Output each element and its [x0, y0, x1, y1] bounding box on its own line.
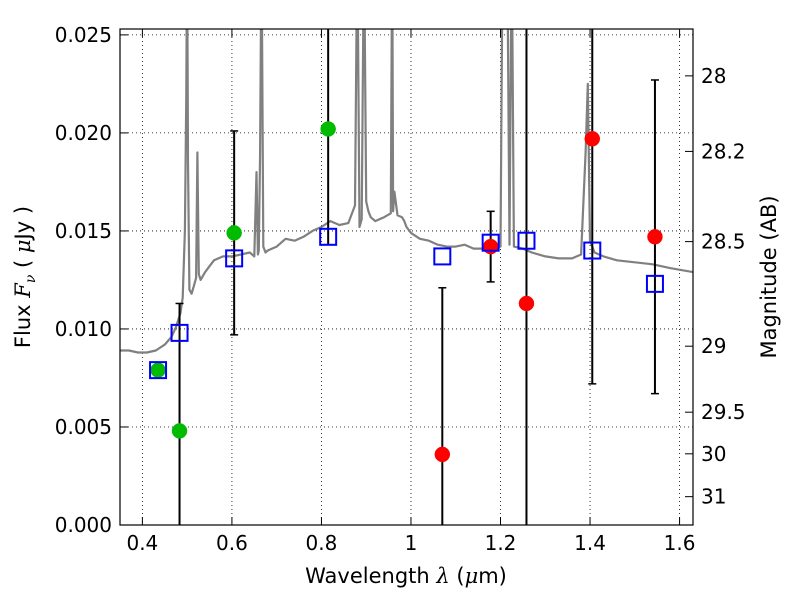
y2-tick-label: 29.5	[701, 400, 746, 424]
y2-tick-label: 28.5	[701, 230, 746, 254]
x-tick-label: 0.4	[126, 531, 158, 555]
detection-point	[150, 362, 166, 378]
x-tick-label: 0.6	[216, 531, 248, 555]
model-photometry-point	[433, 247, 452, 266]
nondetection-point	[518, 295, 535, 312]
y-tick-label: 0.025	[55, 23, 112, 47]
model-photometry-point	[645, 274, 664, 293]
nondetection-point	[584, 131, 601, 147]
y2-tick-label: 29	[701, 334, 726, 358]
y2-tick-label: 31	[701, 485, 726, 509]
detection-point	[320, 121, 336, 137]
x-tick-label: 1	[405, 531, 418, 555]
plot-area	[120, 29, 693, 525]
x-tick-label: 1.6	[664, 531, 696, 555]
model-photometry-point	[319, 227, 338, 246]
y-tick-label: 0.015	[55, 219, 112, 243]
axes: 0.4 0.6 0.8 1 1.2 1.4 1.6 0.000 0.005 0.010 0.015 0…	[55, 23, 746, 555]
y-tick-label: 0.005	[55, 415, 112, 439]
spectrum-line	[120, 29, 693, 354]
y-tick-label: 0.020	[55, 121, 112, 145]
nondetection-point	[434, 446, 451, 463]
x-axis-label: Wavelength λ (μm)	[305, 564, 507, 588]
x-tick-label: 1.4	[574, 531, 606, 555]
y2-tick-label: 28.2	[701, 139, 746, 163]
model-photometry-point	[149, 361, 168, 380]
plot-frame	[119, 28, 694, 526]
y-tick-label: 0.000	[55, 513, 112, 537]
y2-axis-label: Magnitude (AB)	[757, 195, 781, 358]
model-photometry-point	[170, 323, 189, 342]
nondetection-point	[647, 229, 663, 245]
y2-tick-label: 28	[701, 64, 726, 88]
y2-tick-label: 30	[701, 442, 726, 466]
model-photometry-point	[225, 249, 244, 268]
detection-point	[226, 225, 242, 241]
grid	[120, 29, 693, 526]
nondetection-point	[482, 238, 499, 255]
x-tick-label: 1.2	[485, 531, 517, 555]
y-axis-label: Flux Fν ( μJy )	[11, 206, 39, 348]
model-photometry-point	[583, 241, 602, 260]
model-photometry-point	[517, 231, 536, 250]
detection-point	[171, 423, 188, 439]
y-tick-label: 0.010	[55, 317, 112, 341]
model-photometry-point	[481, 233, 500, 252]
x-tick-label: 0.8	[306, 531, 338, 555]
